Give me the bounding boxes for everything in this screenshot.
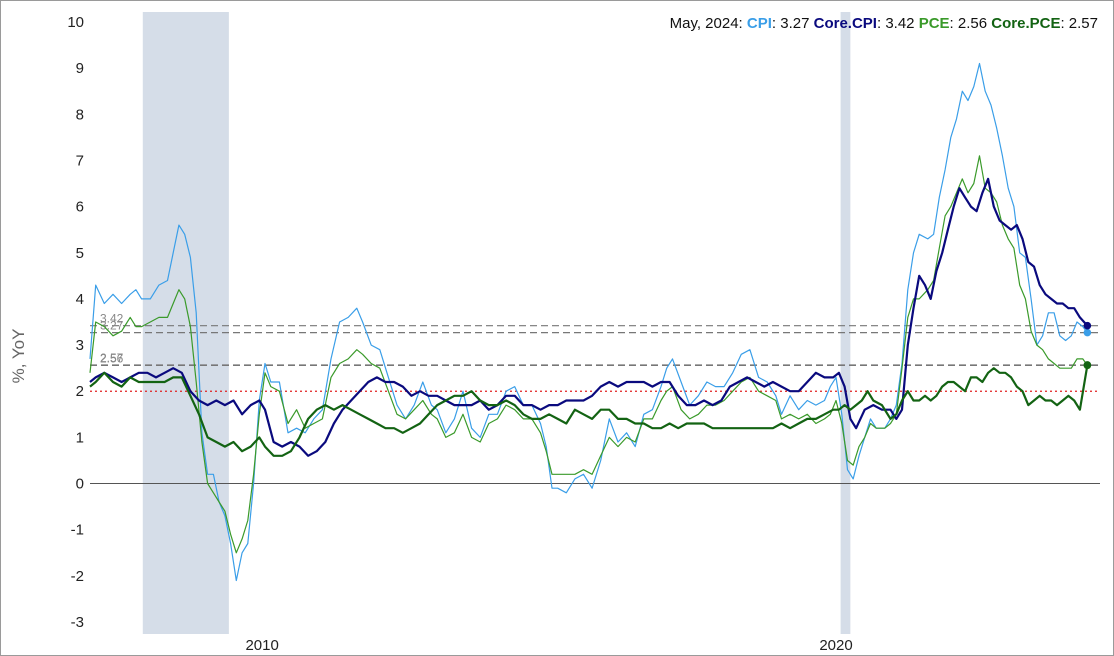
y-axis-label: %, YoY: [9, 329, 28, 384]
y-tick-label: 4: [76, 291, 84, 308]
y-tick-label: 10: [67, 14, 84, 31]
series-line-core-pce: [89, 364, 1089, 457]
y-tick-label: 6: [76, 199, 84, 216]
series-endpoint-core-cpi: [1083, 321, 1092, 330]
ref-line-label: 2.56: [100, 351, 124, 365]
y-tick-label: 1: [76, 429, 84, 446]
legend-corecpi-name: Core.CPI: [814, 15, 877, 32]
legend: May, 2024: CPI: 3.27 Core.CPI: 3.42 PCE:…: [670, 15, 1098, 32]
legend-date: May, 2024: [670, 15, 739, 32]
series-line-cpi: [89, 62, 1088, 582]
x-tick-label: 2020: [819, 637, 852, 654]
y-tick-label: 0: [76, 476, 84, 493]
series-endpoint-core-pce: [1083, 361, 1092, 369]
y-tick-label: -1: [71, 522, 84, 539]
y-tick-label: 9: [76, 60, 84, 77]
y-tick-label: 7: [76, 152, 84, 169]
series-lines: [89, 62, 1092, 582]
legend-corepce-value: 2.57: [1069, 15, 1098, 32]
ref-line-label: 3.42: [100, 312, 124, 326]
recession-band-2: [840, 12, 851, 634]
recession-shading: [142, 12, 851, 634]
y-tick-label: 5: [76, 245, 84, 262]
y-tick-label: -2: [71, 568, 84, 585]
series-line-core-cpi: [89, 177, 1089, 457]
x-tick-label: 2010: [245, 637, 278, 654]
ref-line-label: 2.57: [100, 351, 124, 365]
legend-cpi-value: 3.27: [780, 15, 809, 32]
legend-cpi-name: CPI: [747, 15, 772, 32]
legend-corecpi-value: 3.42: [885, 15, 914, 32]
recession-band-1: [142, 12, 229, 634]
y-tick-label: 8: [76, 106, 84, 123]
series-line-pce: [89, 155, 1088, 554]
y-tick-label: -3: [71, 614, 84, 631]
series-endpoint-cpi: [1083, 328, 1092, 337]
y-tick-label: 2: [76, 383, 84, 400]
legend-pce-value: 2.56: [958, 15, 987, 32]
legend-pce-name: PCE: [919, 15, 950, 32]
y-tick-label: 3: [76, 337, 84, 354]
legend-corepce-name: Core.PCE: [991, 15, 1060, 32]
reference-lines: 3.423.272.572.56: [90, 312, 1100, 392]
legend-text: May, 2024: CPI: 3.27 Core.CPI: 3.42 PCE:…: [670, 15, 1098, 32]
